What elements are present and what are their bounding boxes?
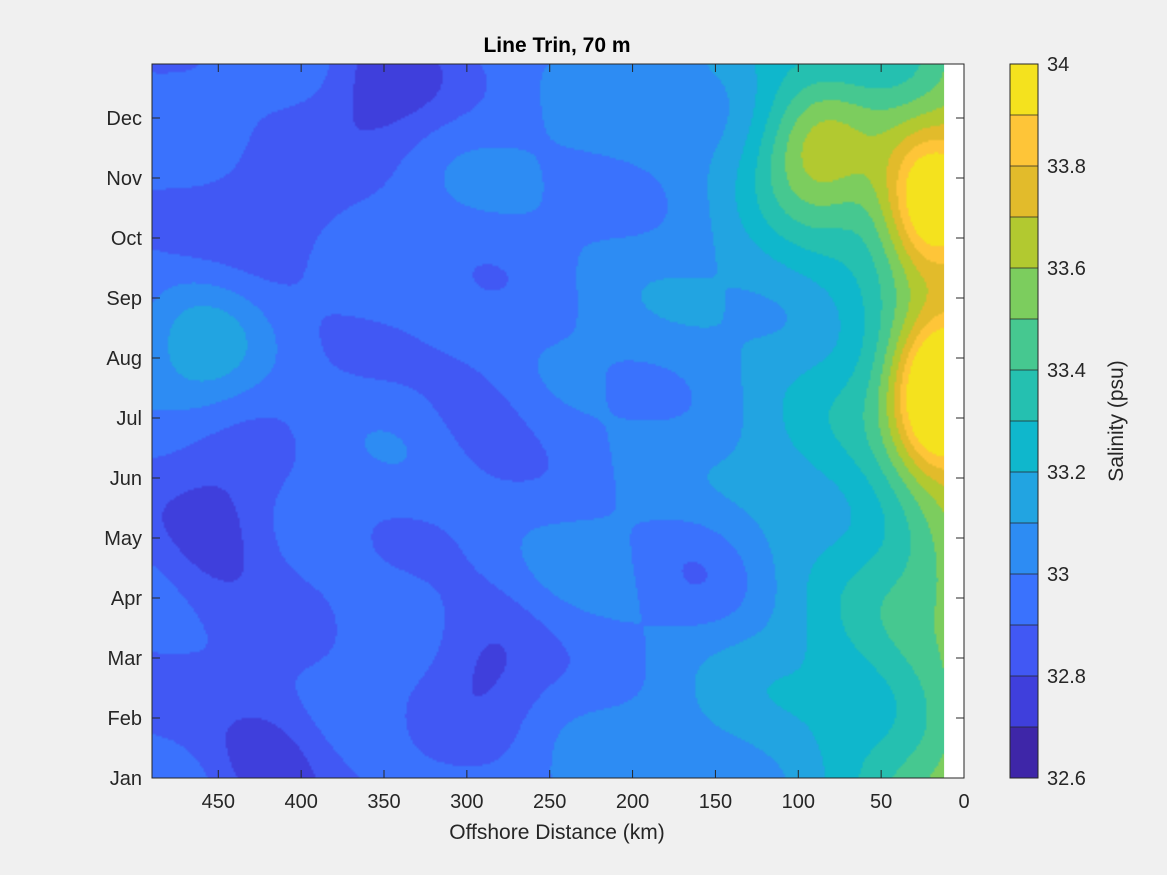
colorbar-tick-label: 33.6 [1047, 258, 1086, 280]
y-axis: Jan Feb Mar Apr May Jun Jul Aug Sep Oct Nov Dec [104, 108, 964, 790]
y-tick-label: Mar [108, 648, 143, 670]
x-tick-label: 250 [533, 791, 566, 813]
x-axis-label: Offshore Distance (km) [449, 821, 665, 844]
colorbar-swatch [1010, 64, 1038, 115]
chart-title: Line Trin, 70 m [483, 34, 630, 57]
colorbar-tick-label: 32.6 [1047, 768, 1086, 790]
colorbar-swatch [1010, 472, 1038, 523]
colorbar-tick-label: 33 [1047, 564, 1069, 586]
colorbar-swatch [1010, 574, 1038, 625]
y-tick-label: Apr [111, 588, 142, 610]
x-axis: 450 400 350 300 250 200 150 100 50 0 [202, 64, 970, 813]
contour-plot [151, 63, 965, 779]
colorbar: 32.6 32.8 33 33.2 33.4 33.6 33.8 34 [1009, 54, 1086, 790]
colorbar-tick-label: 33.4 [1047, 360, 1086, 382]
salinity-contour-field [152, 64, 945, 778]
x-tick-label: 50 [870, 791, 892, 813]
colorbar-swatch [1010, 217, 1038, 268]
colorbar-swatch [1010, 421, 1038, 472]
colorbar-swatch [1010, 625, 1038, 676]
y-tick-label: Sep [106, 288, 142, 310]
x-tick-label: 200 [616, 791, 649, 813]
colorbar-tick-label: 34 [1047, 54, 1069, 76]
x-tick-label: 450 [202, 791, 235, 813]
x-tick-label: 400 [284, 791, 317, 813]
y-tick-label: Jul [116, 408, 142, 430]
colorbar-swatch [1010, 166, 1038, 217]
colorbar-swatch [1010, 676, 1038, 727]
y-tick-label: Dec [106, 108, 142, 130]
y-tick-label: Nov [106, 168, 142, 190]
colorbar-tick-label: 32.8 [1047, 666, 1086, 688]
colorbar-swatch [1010, 523, 1038, 574]
y-tick-label: Aug [106, 348, 142, 370]
x-tick-label: 150 [699, 791, 732, 813]
y-tick-label: Jan [110, 768, 142, 790]
colorbar-swatch [1010, 370, 1038, 421]
y-tick-label: Oct [111, 228, 143, 250]
colorbar-swatch [1010, 319, 1038, 370]
y-tick-label: Feb [108, 708, 142, 730]
colorbar-frame [1009, 63, 1039, 779]
colorbar-swatch [1010, 115, 1038, 166]
plot-frame [151, 63, 965, 779]
colorbar-swatch [1010, 268, 1038, 319]
colorbar-label: Salinity (psu) [1105, 360, 1128, 481]
y-tick-label: May [104, 528, 142, 550]
colorbar-swatch [1010, 727, 1038, 778]
x-tick-label: 100 [782, 791, 815, 813]
x-tick-label: 350 [367, 791, 400, 813]
x-tick-label: 0 [958, 791, 969, 813]
colorbar-tick-label: 33.2 [1047, 462, 1086, 484]
x-tick-label: 300 [450, 791, 483, 813]
y-tick-label: Jun [110, 468, 142, 490]
colorbar-tick-label: 33.8 [1047, 156, 1086, 178]
